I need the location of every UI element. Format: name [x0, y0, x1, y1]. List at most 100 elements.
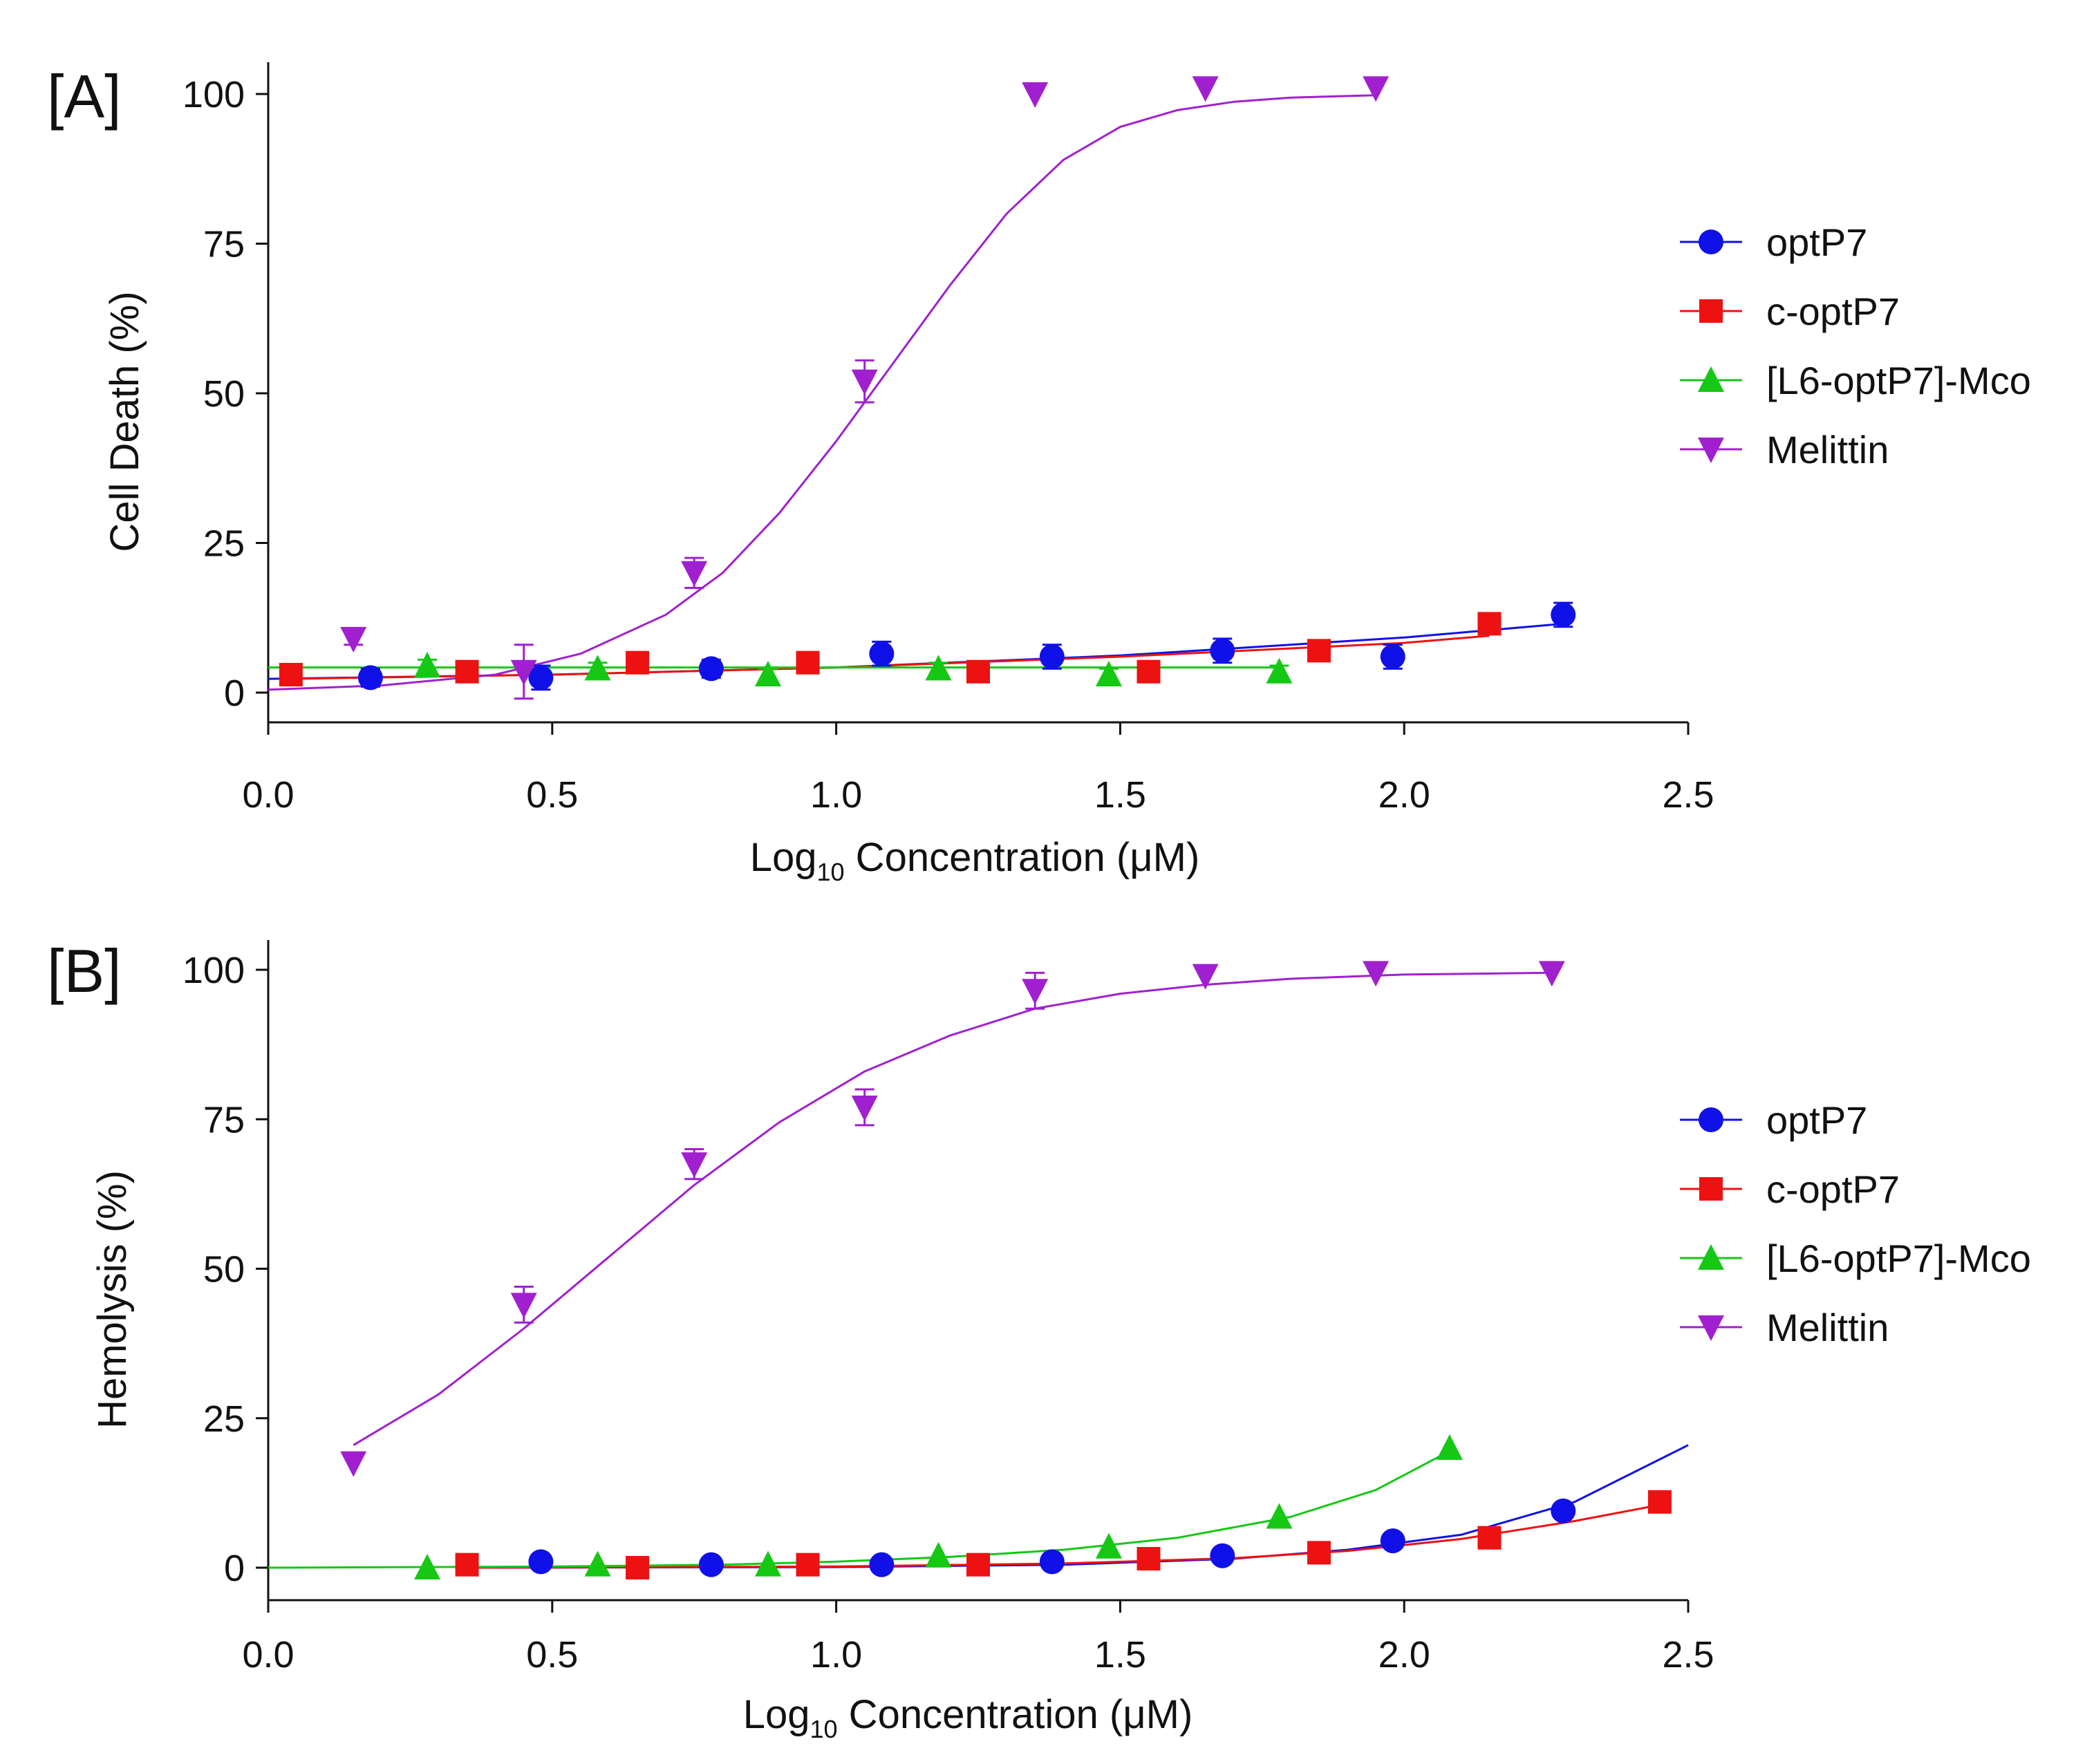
legend-label: Melittin: [1766, 428, 1889, 471]
x-tick-label: 1.0: [810, 1634, 862, 1676]
data-point: [1022, 979, 1049, 1005]
data-point: [851, 1095, 878, 1121]
data-point: [1647, 1490, 1672, 1514]
data-point: [966, 1552, 990, 1577]
data-point: [340, 627, 367, 653]
y-tick-label: 0: [224, 1548, 245, 1589]
fit-curve: [353, 971, 1552, 1446]
data-point: [796, 650, 820, 675]
data-point: [1477, 1526, 1502, 1550]
data-point: [869, 641, 895, 666]
data-point: [1039, 644, 1065, 670]
data-point: [1210, 638, 1235, 664]
data-point: [1380, 644, 1405, 670]
legend-label: c-optP7: [1766, 290, 1900, 333]
data-point: [455, 1552, 479, 1577]
data-point: [966, 659, 990, 684]
data-point: [1137, 659, 1161, 684]
y-axis-title: Cell Death (%): [102, 291, 147, 552]
legend-label: Melittin: [1766, 1306, 1889, 1349]
data-point: [681, 1152, 708, 1179]
panel-b: [B] Hemolysis (%) Log10 Concentration (μ…: [47, 937, 2031, 1743]
y-tick-label: 100: [183, 950, 245, 991]
x-tick-label: 1.5: [1094, 774, 1146, 816]
panel-label: [B]: [47, 937, 122, 1005]
y-tick-label: 50: [203, 1249, 245, 1291]
data-point: [510, 1293, 537, 1319]
data-point: [510, 659, 537, 686]
legend-label: [L6-optP7]-Mco: [1766, 359, 2031, 402]
fit-curve: [268, 94, 1376, 691]
data-point: [455, 659, 479, 684]
legend-marker: [1698, 366, 1724, 392]
data-point: [681, 561, 708, 587]
data-point: [528, 1549, 554, 1575]
y-tick-label: 25: [203, 523, 245, 565]
x-axis-title-subscript: 10: [817, 858, 845, 886]
data-point: [1210, 1543, 1235, 1568]
legend-marker: [1698, 1315, 1724, 1341]
data-point: [698, 656, 724, 682]
data-point: [357, 665, 383, 691]
data-point: [1266, 1503, 1293, 1529]
data-point: [626, 1556, 650, 1579]
x-axis-title: Log10 Concentration (μM): [743, 1692, 1193, 1743]
data-point: [869, 1552, 895, 1577]
x-axis-title: Log10 Concentration (μM): [750, 835, 1200, 886]
x-axis-title-suffix: Concentration (μM): [838, 1692, 1193, 1737]
data-point: [1307, 639, 1331, 663]
x-tick-label: 0.0: [242, 1634, 294, 1676]
data-point: [1095, 661, 1122, 687]
data-point: [414, 1554, 441, 1579]
data-point: [1192, 76, 1219, 102]
data-point: [1137, 1547, 1161, 1571]
x-tick-label: 0.5: [526, 774, 578, 816]
y-tick-label: 50: [203, 373, 245, 415]
y-tick-label: 0: [224, 673, 245, 714]
y-tick-label: 75: [203, 224, 245, 265]
x-tick-label: 2.0: [1378, 774, 1430, 816]
data-point: [1022, 82, 1049, 108]
data-point: [626, 650, 650, 675]
data-point: [1307, 1541, 1331, 1565]
data-point: [1380, 1528, 1405, 1554]
x-tick-label: 2.5: [1662, 774, 1714, 816]
x-axis-title-subscript: 10: [810, 1715, 838, 1743]
data-point: [584, 1550, 611, 1577]
fit-curve: [268, 1449, 1450, 1569]
data-point: [1436, 1434, 1463, 1460]
data-point: [796, 1552, 820, 1577]
panel-label: [A]: [47, 62, 122, 131]
data-point: [528, 665, 554, 691]
data-point: [340, 1451, 367, 1477]
y-tick-label: 25: [203, 1398, 245, 1440]
x-tick-label: 1.0: [810, 774, 862, 816]
x-axis-title-main: Log: [750, 835, 817, 880]
data-point: [584, 655, 611, 681]
legend-label: optP7: [1766, 1098, 1867, 1142]
data-point: [1095, 1532, 1122, 1559]
data-point: [1363, 76, 1390, 102]
data-point: [755, 661, 782, 687]
data-point: [1192, 964, 1219, 990]
data-point: [698, 1552, 724, 1577]
data-point: [279, 663, 303, 687]
x-tick-label: 0.5: [526, 1634, 578, 1676]
data-point: [1363, 961, 1390, 987]
legend-marker: [1698, 438, 1724, 463]
legend-label: [L6-optP7]-Mco: [1766, 1237, 2031, 1280]
data-point: [1551, 1498, 1576, 1523]
x-axis-title-main: Log: [743, 1692, 810, 1737]
data-point: [1266, 657, 1293, 684]
data-point: [1477, 612, 1502, 636]
x-tick-label: 1.5: [1094, 1634, 1146, 1676]
legend-label: c-optP7: [1766, 1167, 1900, 1211]
y-axis-title: Hemolysis (%): [90, 1170, 135, 1429]
x-axis-title-suffix: Concentration (μM): [845, 835, 1200, 880]
data-point: [851, 369, 878, 395]
panel-a: [A] Cell Death (%) Log10 Concentration (…: [47, 62, 2031, 886]
legend-marker: [1699, 1107, 1723, 1132]
y-tick-label: 100: [183, 74, 245, 115]
x-tick-label: 2.0: [1378, 1634, 1430, 1676]
